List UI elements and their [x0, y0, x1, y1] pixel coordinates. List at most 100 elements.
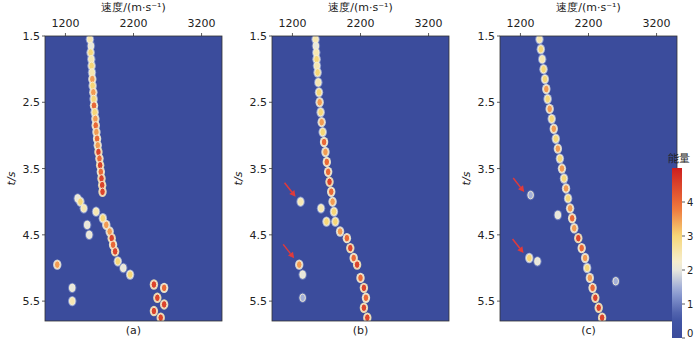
energy-blob: [318, 205, 324, 213]
energy-blob: [567, 205, 573, 213]
arrow-head: [288, 252, 294, 259]
energy-blob: [321, 138, 327, 146]
energy-blob: [316, 89, 322, 97]
y-tick: [42, 301, 45, 302]
x-axis-label: 速度/(m·s⁻¹): [328, 1, 392, 14]
colorbar-label: 能量: [668, 152, 690, 165]
blob-halo: [160, 299, 168, 309]
blob-halo: [317, 203, 325, 213]
blob-halo: [68, 283, 76, 293]
energy-blob: [575, 234, 581, 242]
energy-blob: [358, 274, 364, 282]
x-tick: [588, 33, 589, 36]
blob-halo: [92, 206, 100, 216]
energy-blob: [361, 284, 367, 292]
blob-halo: [552, 134, 560, 144]
energy-blob: [84, 221, 90, 229]
x-tick: [428, 33, 429, 36]
energy-blob: [538, 45, 544, 53]
colorbar-tick: [682, 236, 685, 237]
blob-halo: [320, 137, 328, 147]
blob-halo: [554, 210, 562, 220]
energy-blob: [330, 198, 336, 206]
energy-blob: [539, 55, 545, 63]
energy-blob: [551, 125, 557, 133]
y-axis-label: t/s: [5, 171, 18, 185]
blob-halo: [160, 283, 168, 293]
panel-label: (b): [353, 324, 369, 337]
blob-halo: [525, 253, 533, 263]
arrow: [513, 239, 524, 253]
blob-halo: [526, 190, 534, 200]
y-tick: [269, 301, 272, 302]
energy-blob: [300, 271, 306, 279]
blob-halo: [583, 263, 591, 273]
blob-halo: [346, 243, 354, 253]
blob-halo: [533, 256, 541, 266]
energy-blob: [582, 254, 588, 262]
energy-blob: [333, 218, 339, 226]
energy-blob: [543, 85, 549, 93]
blob-halo: [356, 273, 364, 283]
plot-frame: [500, 36, 677, 321]
y-tick-label: 5.5: [250, 295, 268, 308]
blob-halo: [157, 312, 165, 321]
energy-blob: [327, 178, 333, 186]
energy-blob: [553, 135, 559, 143]
energy-blob: [542, 75, 548, 83]
y-tick: [269, 234, 272, 235]
energy-blob: [331, 208, 337, 216]
energy-blobs: [295, 36, 371, 321]
energy-blob: [324, 158, 330, 166]
blob-halo: [314, 77, 322, 87]
energy-blob: [599, 314, 605, 321]
y-tick: [42, 102, 45, 103]
blob-halo: [556, 153, 564, 163]
energy-blob: [545, 95, 551, 103]
colorbar-tick: [682, 304, 685, 305]
x-axis-label: 速度/(m·s⁻¹): [101, 1, 165, 14]
x-tick-label: 3200: [415, 17, 443, 30]
blob-halo: [325, 177, 333, 187]
blob-halo: [558, 163, 566, 173]
blob-halo: [150, 306, 158, 316]
blob-halo: [360, 283, 368, 293]
blob-halo: [537, 44, 545, 54]
blob-halo: [548, 114, 556, 124]
x-tick: [656, 33, 657, 36]
y-tick-label: 1.5: [478, 30, 496, 43]
blob-halo: [550, 124, 558, 134]
y-tick-label: 2.5: [23, 96, 41, 109]
blob-halo: [327, 187, 335, 197]
energy-blob: [161, 301, 167, 309]
blob-halo: [581, 253, 589, 263]
colorbar-tick-label: 3: [687, 231, 693, 242]
energy-blob: [593, 294, 599, 302]
arrow-shaft: [285, 183, 292, 192]
blob-halo: [321, 147, 329, 157]
plot-background: [272, 36, 449, 321]
x-tick: [520, 33, 521, 36]
blob-halo: [538, 54, 546, 64]
energy-blob: [158, 314, 164, 321]
blob-halo: [323, 157, 331, 167]
energy-blob: [344, 234, 350, 242]
energy-blob: [127, 271, 133, 279]
blob-halo: [98, 187, 106, 197]
arrow-head: [518, 185, 524, 192]
arrow-shaft: [513, 239, 520, 248]
energy-blob: [563, 185, 569, 193]
blob-halo: [574, 233, 582, 243]
arrow: [285, 183, 296, 197]
energy-blob: [571, 224, 577, 232]
energy-blob: [526, 254, 532, 262]
energy-blob: [587, 274, 593, 282]
blob-halo: [545, 104, 553, 114]
blob-halo: [298, 269, 306, 279]
colorbar: 01234能量: [668, 152, 693, 339]
energy-blob: [315, 69, 321, 77]
arrow: [513, 178, 524, 192]
energy-blob: [354, 261, 360, 269]
x-tick: [292, 33, 293, 36]
x-tick: [133, 33, 134, 36]
